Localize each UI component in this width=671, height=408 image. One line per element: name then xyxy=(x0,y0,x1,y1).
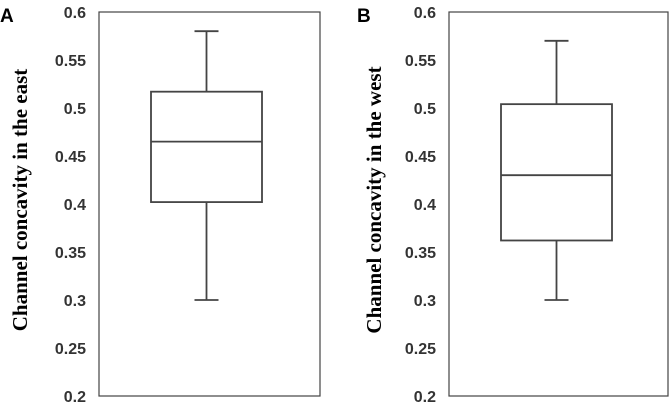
y-axis-title: Channel concavity in the east xyxy=(8,69,32,332)
y-tick-label: 0.6 xyxy=(64,5,86,22)
y-tick-label: 0.4 xyxy=(64,197,86,214)
panel-label: B xyxy=(357,6,371,27)
y-tick-labels: 0.2 0.25 0.3 0.35 0.4 0.45 0.5 0.55 0.6 xyxy=(405,5,436,406)
y-tick-label: 0.5 xyxy=(64,101,86,118)
y-tick-label: 0.4 xyxy=(414,197,436,214)
y-tick-label: 0.35 xyxy=(55,245,86,262)
boxplot xyxy=(150,30,263,301)
y-axis-title: Channel concavity in the west xyxy=(362,66,386,333)
y-tick-label: 0.5 xyxy=(414,101,436,118)
interquartile-box xyxy=(150,90,263,203)
y-tick-label: 0.55 xyxy=(55,53,86,70)
y-tick-label: 0.2 xyxy=(414,389,436,406)
y-tick-label: 0.25 xyxy=(405,341,436,358)
y-tick-label: 0.35 xyxy=(405,245,436,262)
y-tick-labels: 0.2 0.25 0.3 0.35 0.4 0.45 0.5 0.55 0.6 xyxy=(55,5,86,406)
y-tick-label: 0.3 xyxy=(414,293,436,310)
y-tick-label: 0.55 xyxy=(405,53,436,70)
plot-frame xyxy=(448,11,669,397)
panel-a: A Channel concavity in the east 0.20.250… xyxy=(0,5,321,406)
y-tick-label: 0.25 xyxy=(55,341,86,358)
y-tick-label: 0.6 xyxy=(414,5,436,22)
boxplot xyxy=(500,39,613,301)
y-tick-label: 0.2 xyxy=(64,389,86,406)
plot-frame xyxy=(98,11,321,397)
panel-label: A xyxy=(0,6,14,27)
y-tick-label: 0.45 xyxy=(405,149,436,166)
y-tick-label: 0.45 xyxy=(55,149,86,166)
y-tick-label: 0.3 xyxy=(64,293,86,310)
panel-b: B Channel concavity in the west 0.20.250… xyxy=(357,5,669,406)
interquartile-box xyxy=(500,103,613,242)
